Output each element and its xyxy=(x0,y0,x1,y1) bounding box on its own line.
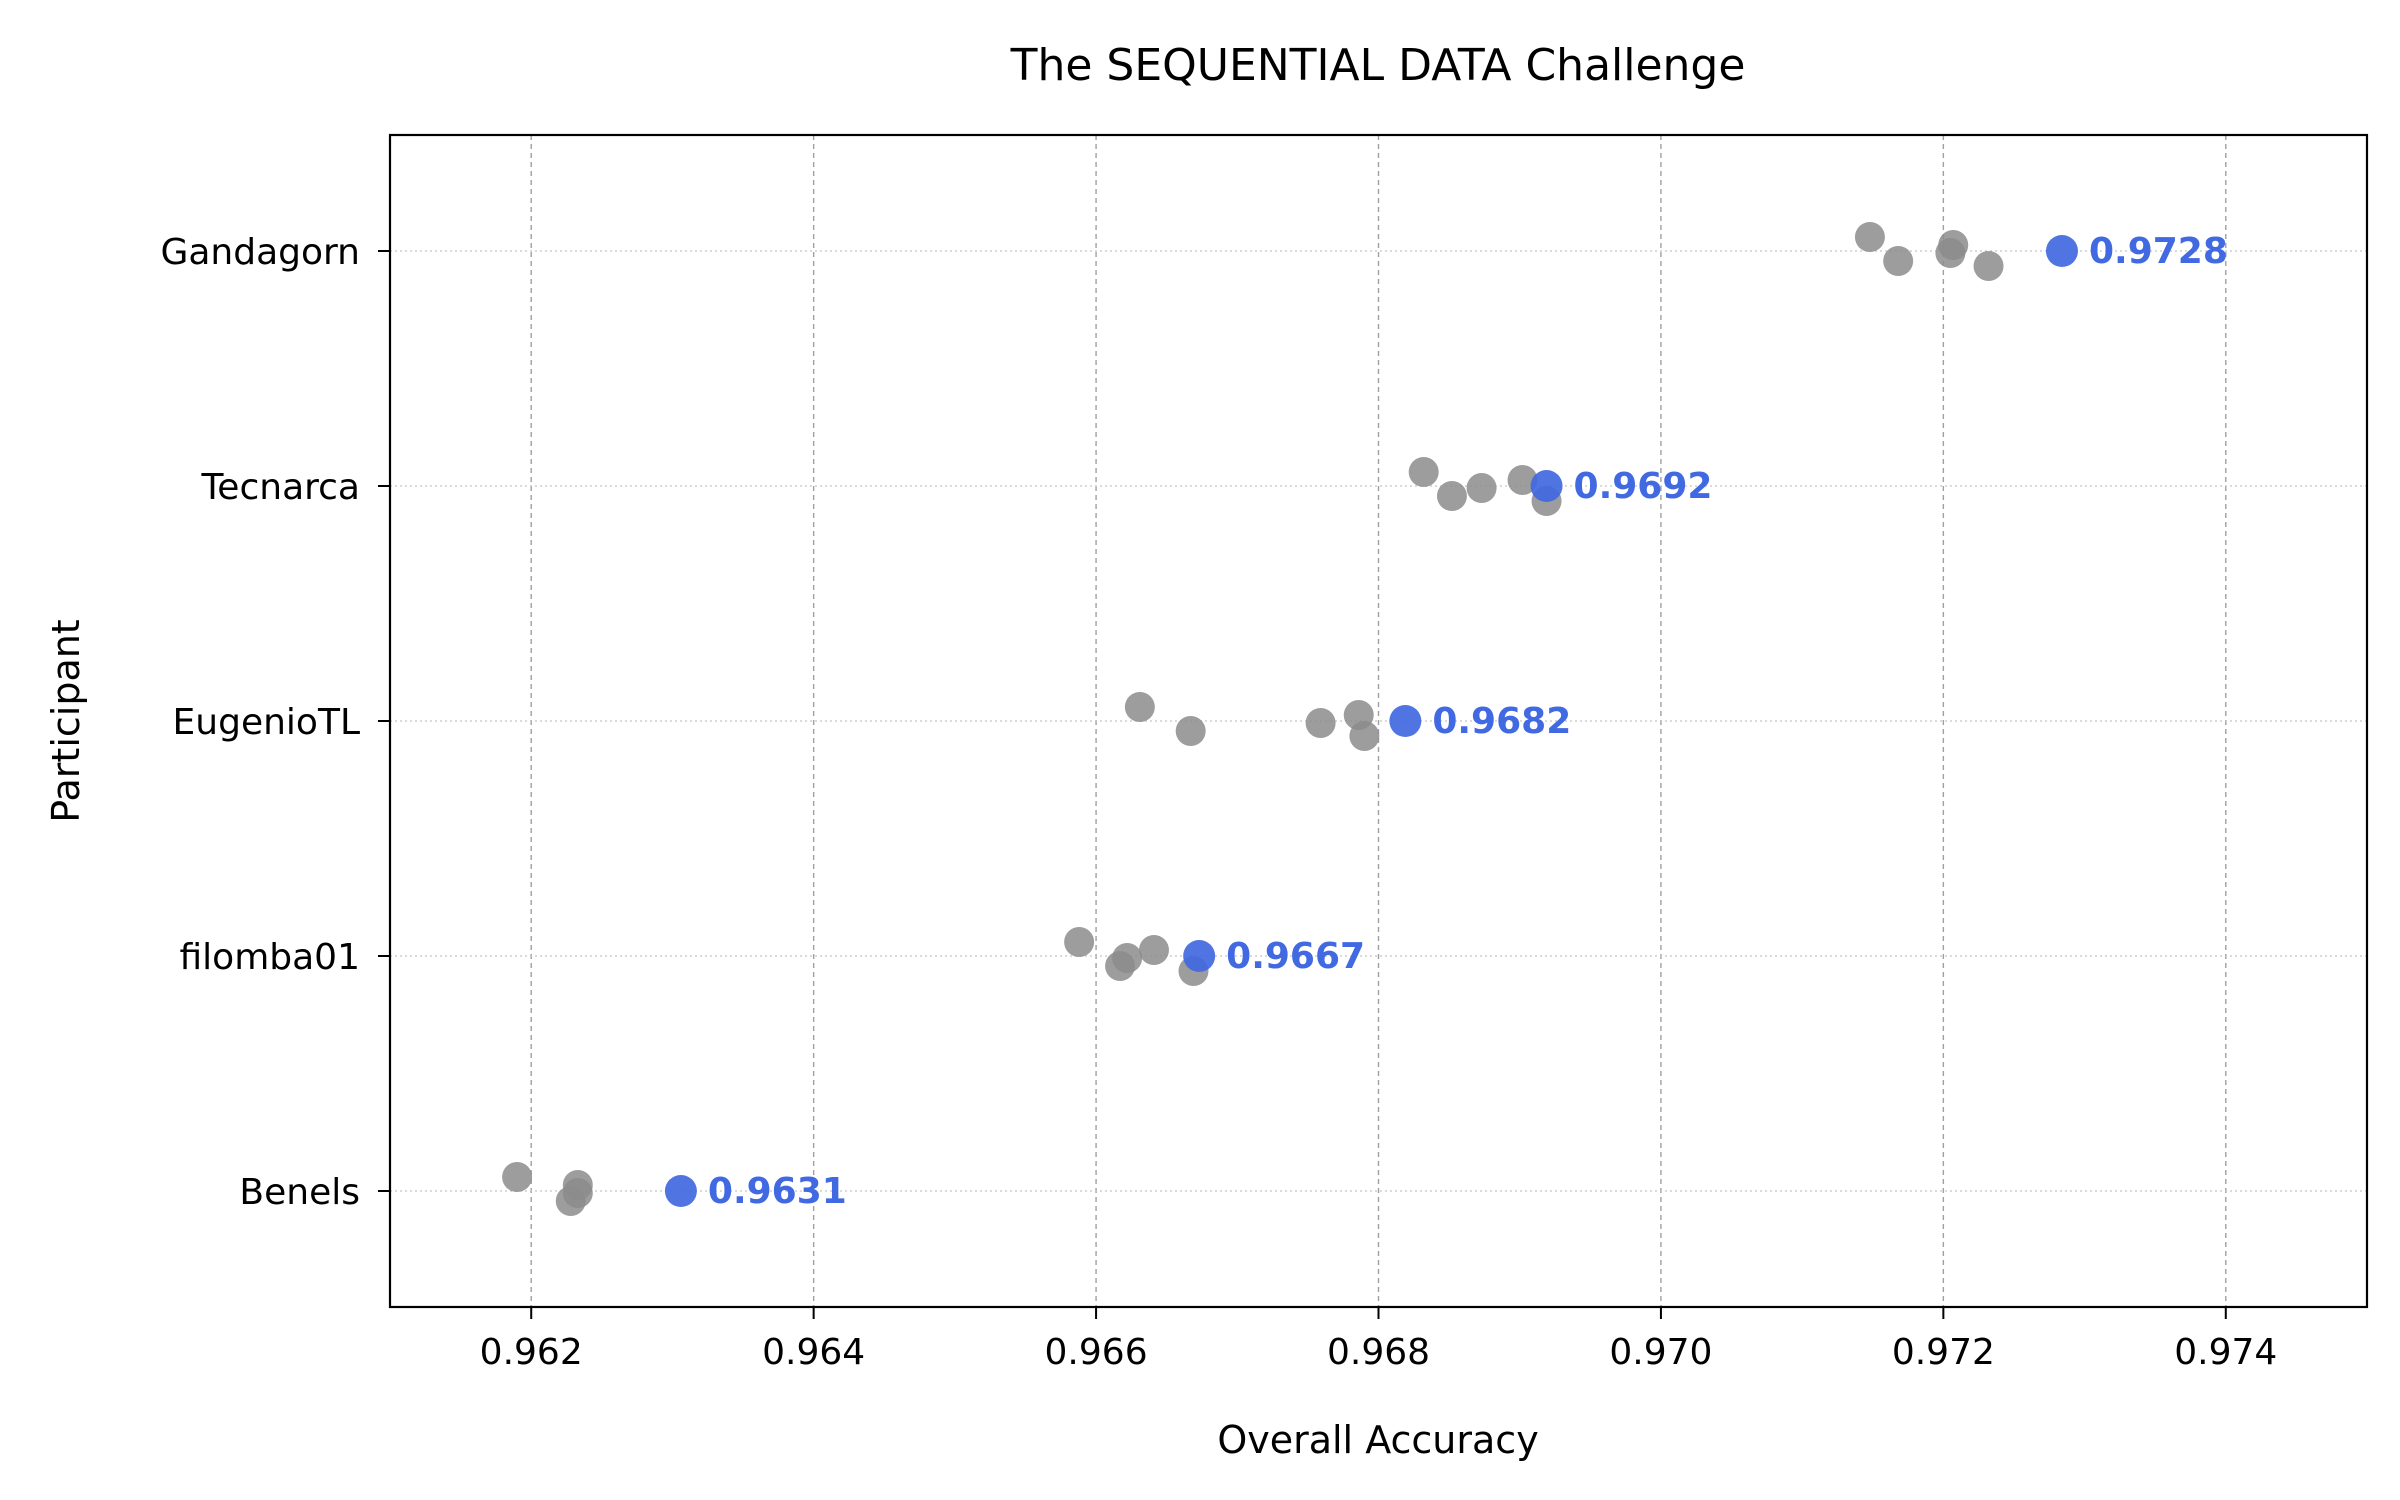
x-tick-label: 0.974 xyxy=(2174,1332,2277,1373)
y-tick-label: Tecnarca xyxy=(200,467,360,508)
x-tick-label: 0.966 xyxy=(1045,1332,1148,1373)
best-value-label: 0.9682 xyxy=(1432,701,1571,742)
run-point xyxy=(1973,251,2004,281)
best-point xyxy=(1183,940,1216,972)
x-axis: 0.962 0.964 0.966 0.968 0.970 0.972 0.974 xyxy=(480,1307,2277,1373)
x-tick-label: 0.962 xyxy=(480,1332,583,1373)
run-point xyxy=(1112,943,1143,973)
run-point xyxy=(1408,457,1439,487)
y-axis: Gandagorn Tecnarca EugenioTL filomba01 Benel… xyxy=(160,232,390,1213)
best-value-label: 0.9631 xyxy=(708,1171,847,1212)
run-point xyxy=(1854,222,1885,252)
run-point xyxy=(1138,935,1169,965)
run-point xyxy=(1305,708,1336,738)
run-point xyxy=(502,1162,533,1192)
x-tick-label: 0.968 xyxy=(1327,1332,1430,1373)
x-tick-label: 0.972 xyxy=(1892,1332,1995,1373)
best-point xyxy=(664,1175,697,1207)
y-tick-label: filomba01 xyxy=(180,937,361,978)
grid-lines xyxy=(390,135,2367,1307)
best-point xyxy=(2045,235,2078,267)
run-point xyxy=(1938,230,1969,260)
best-point xyxy=(1389,705,1422,737)
x-tick-label: 0.970 xyxy=(1609,1332,1712,1373)
x-axis-label: Overall Accuracy xyxy=(1217,1418,1538,1462)
y-axis-label: Participant xyxy=(44,619,88,822)
best-value-label: 0.9692 xyxy=(1574,466,1713,507)
run-point xyxy=(1883,246,1914,276)
run-point xyxy=(1436,481,1467,511)
y-tick-label: EugenioTL xyxy=(173,702,360,743)
run-point xyxy=(1124,692,1155,722)
run-point xyxy=(1466,473,1497,503)
best-value-label: 0.9667 xyxy=(1226,936,1365,977)
x-tick-label: 0.964 xyxy=(762,1332,865,1373)
data-points: 0.9728 0.9692 0.9682 0.9667 0.9631 xyxy=(502,222,2228,1216)
y-tick-label: Benels xyxy=(239,1172,360,1213)
y-tick-label: Gandagorn xyxy=(160,232,360,273)
run-point xyxy=(1507,465,1538,495)
best-value-label: 0.9728 xyxy=(2089,231,2228,272)
run-point xyxy=(562,1170,593,1200)
chart-title: The SEQUENTIAL DATA Challenge xyxy=(1010,40,1746,91)
best-point xyxy=(1530,470,1563,502)
run-point xyxy=(1175,716,1206,746)
run-point xyxy=(1349,721,1380,751)
run-point xyxy=(1064,927,1095,957)
